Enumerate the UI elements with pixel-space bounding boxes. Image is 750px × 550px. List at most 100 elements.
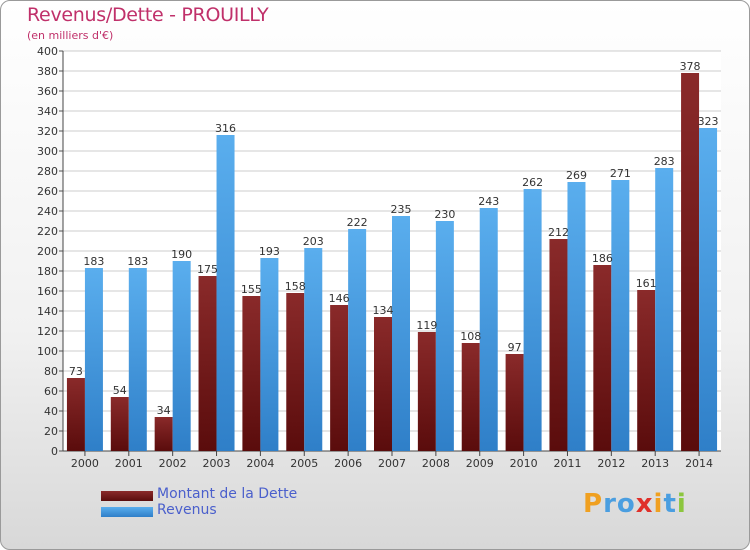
bar-debt (461, 343, 480, 451)
bar-revenue-value-label: 323 (698, 115, 719, 128)
legend-label-revenue: Revenus (157, 502, 217, 518)
bar-revenue (699, 128, 718, 451)
bar-debt-value-label: 378 (680, 60, 701, 73)
bar-debt (66, 378, 85, 451)
bar-debt-value-label: 146 (329, 292, 350, 305)
chart-subtitle: (en milliers d'€) (27, 29, 114, 42)
bar-revenue-value-label: 269 (566, 169, 587, 182)
proxiti-logo: Proxiti (583, 489, 687, 519)
bar-debt-value-label: 97 (508, 341, 522, 354)
y-tick-label: 0 (51, 445, 58, 458)
bar-debt (505, 354, 524, 451)
y-tick-label: 360 (37, 85, 58, 98)
y-tick-label: 180 (37, 265, 58, 278)
bar-debt (681, 73, 700, 451)
bar-revenue (611, 180, 630, 451)
bar-revenue (260, 258, 279, 451)
bar-debt-value-label: 212 (548, 226, 569, 239)
bar-debt-value-label: 54 (113, 384, 127, 397)
y-tick-label: 240 (37, 205, 58, 218)
bar-revenue-value-label: 222 (347, 216, 368, 229)
bar-revenue-value-label: 190 (171, 248, 192, 261)
bar-debt (374, 317, 392, 451)
y-tick-label: 260 (37, 185, 58, 198)
bar-revenue-value-label: 262 (522, 176, 543, 189)
bar-debt-value-label: 119 (416, 319, 437, 332)
y-tick-label: 80 (44, 365, 58, 378)
bar-debt (242, 296, 261, 451)
bar-revenue (128, 268, 147, 451)
bar-debt-value-label: 34 (157, 404, 171, 417)
bar-debt (110, 397, 129, 451)
y-tick-label: 320 (37, 125, 58, 138)
bar-revenue (435, 221, 454, 451)
x-tick-label: 2008 (422, 457, 450, 470)
bar-revenue (479, 208, 498, 451)
y-tick-label: 20 (44, 425, 58, 438)
y-tick-label: 200 (37, 245, 58, 258)
bar-revenue (216, 135, 235, 451)
x-tick-label: 2003 (203, 457, 231, 470)
x-tick-label: 2011 (553, 457, 581, 470)
bar-revenue (523, 189, 542, 451)
legend-label-debt: Montant de la Dette (157, 486, 298, 502)
bar-revenue-value-label: 183 (83, 255, 104, 268)
bar-debt-value-label: 186 (592, 252, 613, 265)
bar-revenue (348, 229, 367, 451)
bar-debt (593, 265, 612, 451)
bar-debt-value-label: 158 (285, 280, 306, 293)
bar-revenue (392, 216, 410, 451)
bar-revenue-value-label: 283 (654, 155, 675, 168)
bar-debt-value-label: 108 (460, 330, 481, 343)
legend-swatch-debt (101, 491, 153, 501)
bar-debt-value-label: 134 (373, 304, 394, 317)
x-tick-label: 2009 (466, 457, 494, 470)
x-tick-label: 2005 (290, 457, 318, 470)
x-tick-label: 2007 (378, 457, 406, 470)
bar-debt-value-label: 161 (636, 277, 657, 290)
y-tick-label: 280 (37, 165, 58, 178)
bar-revenue (84, 268, 103, 451)
bar-revenue-value-label: 235 (391, 203, 412, 216)
bar-revenue-value-label: 271 (610, 167, 631, 180)
y-tick-label: 340 (37, 105, 58, 118)
bar-debt-value-label: 175 (197, 263, 218, 276)
bar-revenue-value-label: 243 (478, 195, 499, 208)
x-tick-label: 2001 (115, 457, 143, 470)
y-tick-label: 400 (37, 45, 58, 58)
x-tick-label: 2000 (71, 457, 99, 470)
bar-debt (637, 290, 656, 451)
bar-revenue (655, 168, 674, 451)
y-tick-label: 160 (37, 285, 58, 298)
x-tick-label: 2006 (334, 457, 362, 470)
x-tick-label: 2014 (685, 457, 713, 470)
chart-title: Revenus/Dette - PROUILLY (27, 4, 269, 26)
bar-revenue-value-label: 183 (127, 255, 148, 268)
bar-debt (154, 417, 173, 451)
x-tick-label: 2002 (159, 457, 187, 470)
x-tick-label: 2004 (246, 457, 274, 470)
bar-debt (330, 305, 349, 451)
x-tick-label: 2010 (510, 457, 538, 470)
y-tick-label: 380 (37, 65, 58, 78)
bar-revenue-value-label: 230 (434, 208, 455, 221)
bar-debt (417, 332, 436, 451)
y-tick-label: 300 (37, 145, 58, 158)
y-tick-label: 120 (37, 325, 58, 338)
y-tick-label: 100 (37, 345, 58, 358)
y-tick-label: 140 (37, 305, 58, 318)
bar-revenue (304, 248, 323, 451)
bar-debt (198, 276, 217, 451)
y-tick-label: 40 (44, 405, 58, 418)
bar-revenue (172, 261, 191, 451)
legend-swatch-revenue (101, 507, 153, 517)
y-tick-label: 60 (44, 385, 58, 398)
y-tick-label: 220 (37, 225, 58, 238)
bar-revenue-value-label: 193 (259, 245, 280, 258)
bar-debt (549, 239, 568, 451)
bar-debt-value-label: 155 (241, 283, 262, 296)
bar-debt-value-label: 73 (69, 365, 83, 378)
bar-revenue (567, 182, 586, 451)
